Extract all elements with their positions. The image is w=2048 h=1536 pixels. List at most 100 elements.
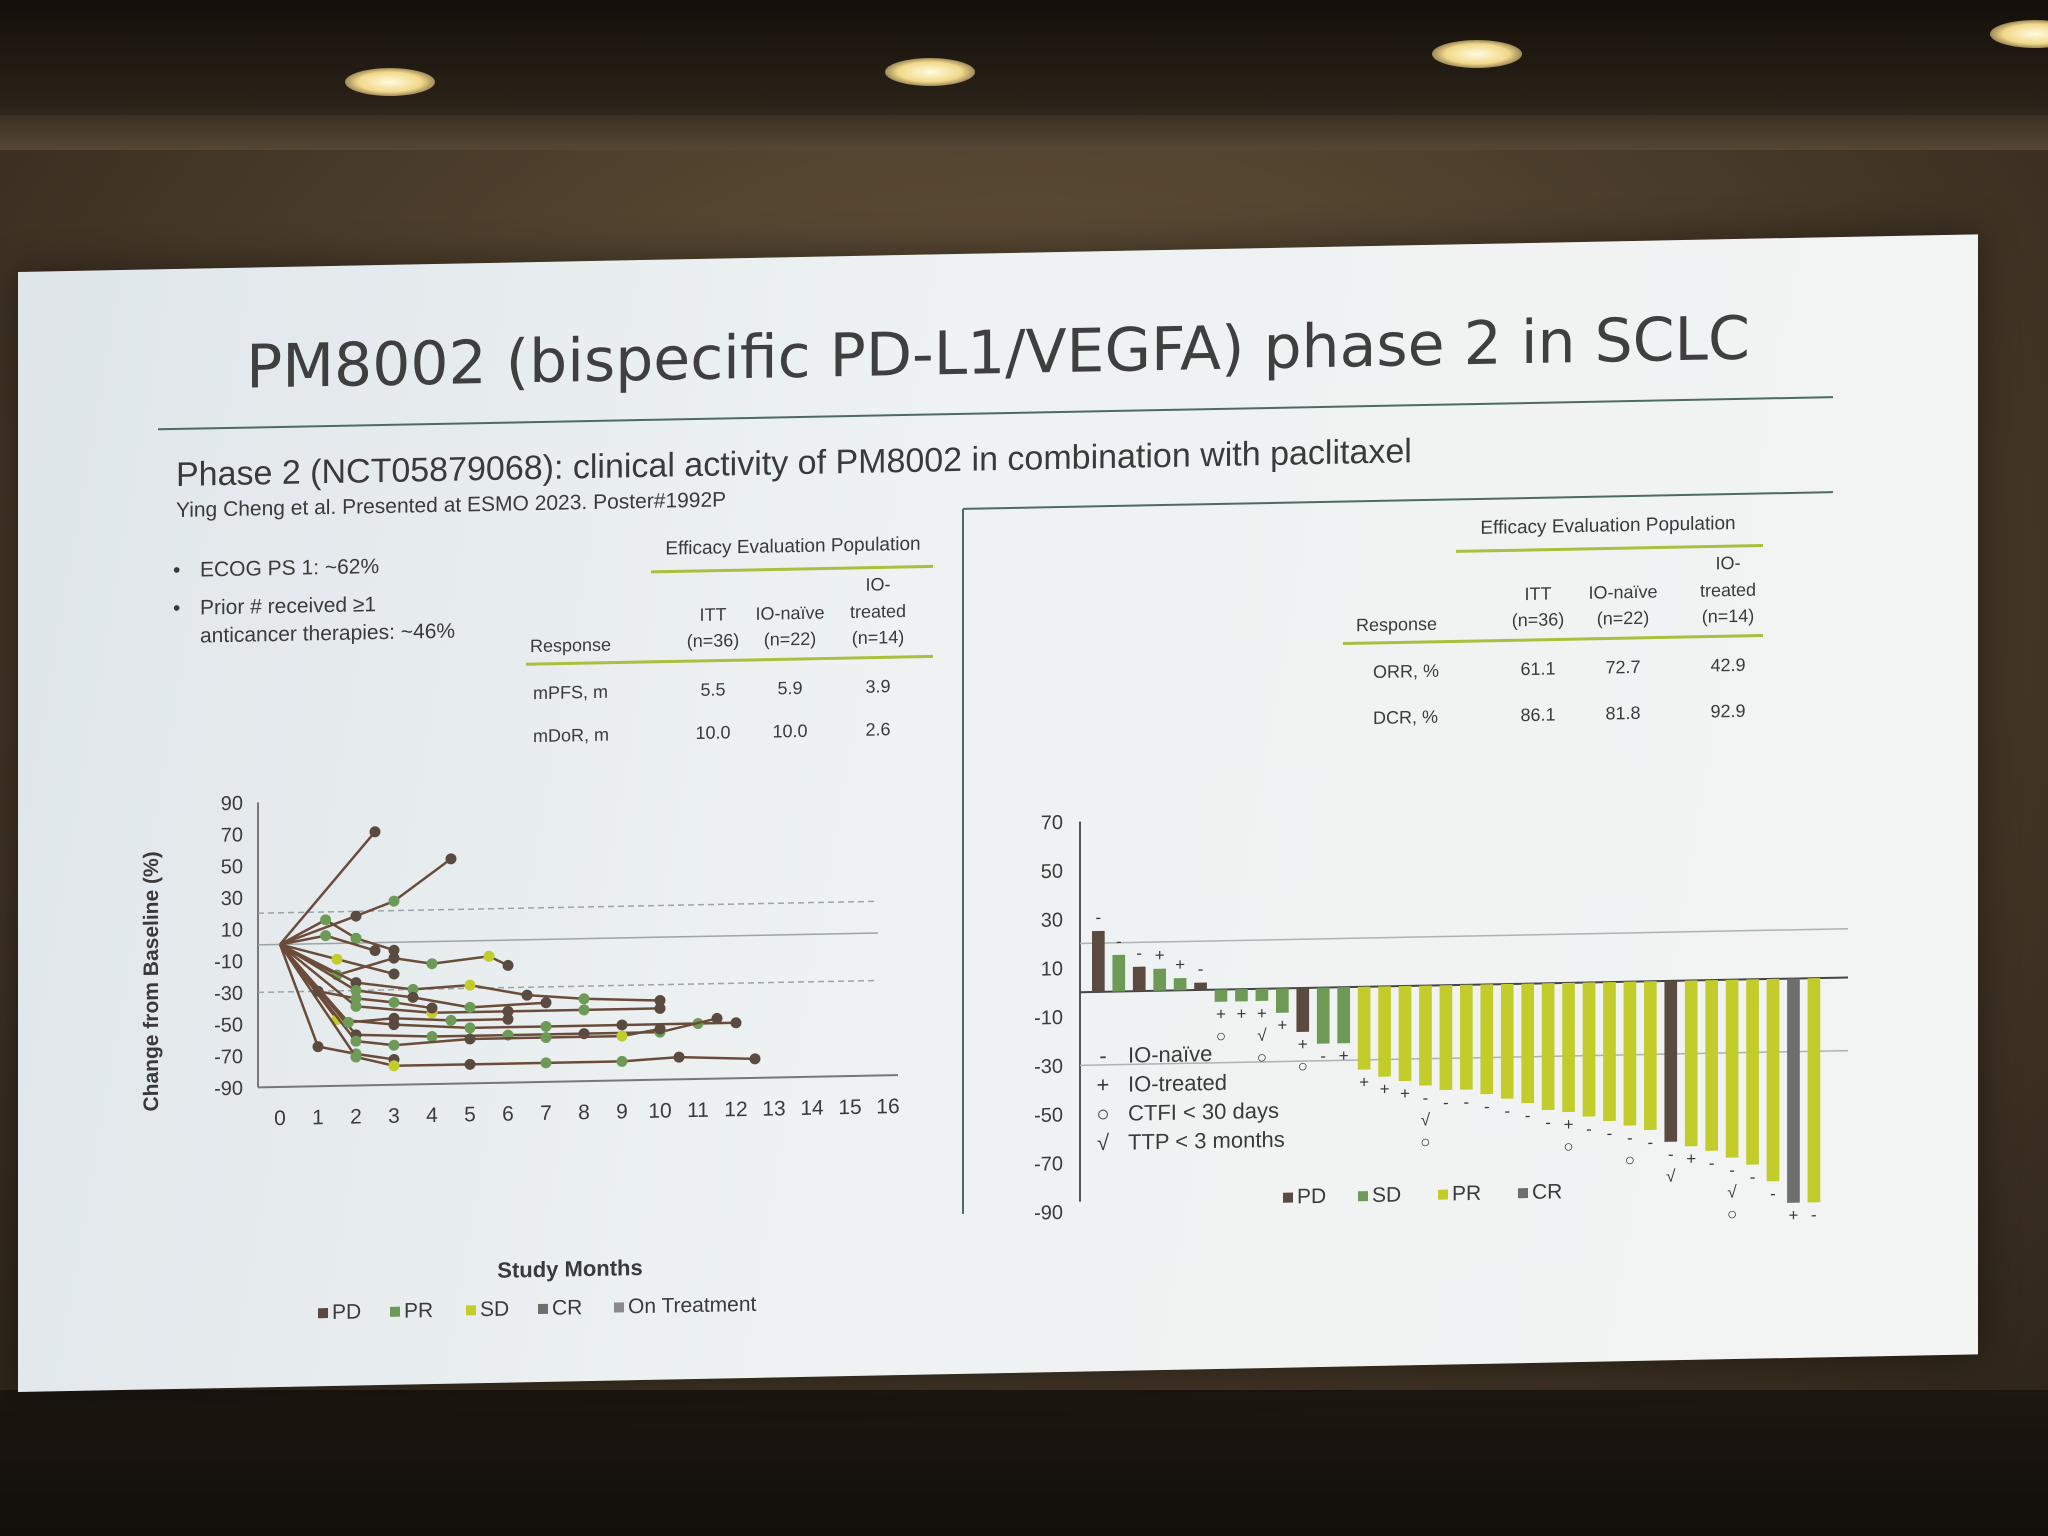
table-group-rule (1456, 543, 1763, 553)
spider-point (407, 991, 419, 1003)
spider-point (350, 932, 362, 944)
spider-point (350, 1000, 362, 1012)
waterfall-legend-label: SD (1372, 1183, 1401, 1207)
annotation-key-symbol: + (1097, 1072, 1110, 1097)
waterfall-bar-mark: √ (1727, 1183, 1737, 1202)
waterfall-bar (1235, 989, 1248, 1002)
waterfall-bar (1357, 986, 1371, 1070)
spider-legend-label: PR (404, 1299, 433, 1323)
waterfall-legend: PD SD PR CR (1283, 1180, 1562, 1208)
ceiling-beam (0, 115, 2048, 155)
waterfall-bar (1214, 989, 1228, 1002)
spider-point (540, 997, 552, 1009)
waterfall-bar-mark: - (1607, 1124, 1613, 1143)
col-header-io-naive-n: (n=22) (1597, 608, 1650, 629)
waterfall-bar (1419, 985, 1432, 1086)
annotation-key-symbol: √ (1097, 1130, 1110, 1155)
waterfall-bar-mark: - (1464, 1093, 1470, 1112)
col-header-io-treated-2: treated (1700, 580, 1756, 601)
table-group-header: Efficacy Evaluation Population (1480, 513, 1735, 539)
spider-point (388, 1060, 400, 1072)
waterfall-bar (1725, 979, 1739, 1158)
spider-series-line (279, 918, 395, 952)
spider-x-tick-label: 16 (876, 1095, 899, 1118)
waterfall-bar-mark: + (1277, 1016, 1287, 1035)
waterfall-bar-mark: + (1298, 1035, 1308, 1054)
waterfall-bar (1500, 983, 1514, 1099)
waterfall-bar-mark: √ (1257, 1026, 1267, 1045)
waterfall-bar (1807, 978, 1821, 1203)
waterfall-bar (1378, 986, 1391, 1077)
bullet-dot: • (173, 559, 180, 582)
bullet-ecog: ECOG PS 1: ~62% (200, 555, 379, 581)
waterfall-bar-mark: + (1175, 955, 1185, 974)
waterfall-bar-mark: - (1096, 908, 1102, 927)
waterfall-bar-mark: + (1155, 946, 1165, 965)
spider-point (426, 1031, 438, 1043)
spider-point (320, 930, 332, 942)
spider-x-tick-label: 13 (762, 1097, 785, 1120)
spider-y-tick-label: 50 (221, 856, 243, 878)
waterfall-legend-swatch (1438, 1189, 1448, 1200)
waterfall-bar (1623, 981, 1637, 1126)
col-header-io-naive: IO-naïve (755, 603, 824, 624)
annotation-key: - IO-naïve+ IO-treated○ CTFI < 30 days√ TTP … (1096, 1041, 1284, 1155)
spider-point (464, 1001, 476, 1013)
bullet-prior-line2: anticancer therapies: ~46% (200, 620, 455, 648)
slide: PM8002 (bispecific PD-L1/VEGFA) phase 2 … (140, 304, 1848, 1324)
spider-point (350, 1051, 362, 1063)
ceiling-light (1432, 40, 1522, 68)
spider-x-tick-label: 3 (388, 1105, 400, 1128)
spider-series-line (279, 857, 452, 946)
waterfall-bar-mark: ○ (1420, 1132, 1430, 1151)
ceiling-light (345, 68, 435, 96)
ceiling-light (885, 58, 975, 86)
waterfall-bar-mark: - (1504, 1102, 1510, 1121)
waterfall-y-tick-label: -70 (1034, 1153, 1063, 1176)
spider-point (540, 1020, 552, 1032)
spider-y-tick-label: -90 (214, 1078, 243, 1101)
spider-point (350, 992, 362, 1004)
title-rule (158, 396, 1833, 431)
waterfall-reference-line (1080, 927, 1848, 945)
col-header-io-treated-2: treated (850, 601, 906, 622)
waterfall-bar-mark: ○ (1257, 1048, 1267, 1067)
waterfall-bar (1746, 979, 1759, 1165)
spider-x-tick-label: 15 (838, 1096, 861, 1119)
spider-y-tick-label: -50 (214, 1014, 243, 1037)
spider-point (730, 1017, 742, 1029)
waterfall-legend-swatch (1283, 1192, 1293, 1203)
waterfall-bar (1276, 988, 1289, 1013)
spider-x-tick-label: 1 (312, 1106, 324, 1129)
spider-point (445, 853, 457, 865)
spider-point (502, 959, 514, 971)
spider-legend-label: PD (332, 1300, 361, 1324)
spider-x-tick-label: 11 (687, 1099, 709, 1122)
spider-point (445, 1014, 457, 1026)
col-header-io-naive-n: (n=22) (764, 629, 817, 650)
spider-y-tick-label: 30 (221, 888, 243, 910)
waterfall-bar-mark: - (1811, 1205, 1817, 1224)
col-header-io-treated-n: (n=14) (852, 627, 905, 648)
spider-point (350, 985, 362, 997)
spider-point (654, 995, 666, 1007)
spider-point (312, 1041, 324, 1053)
waterfall-bar-mark: + (1359, 1073, 1369, 1092)
spider-plot: Change from Baseline (%) Study Months PD… (140, 793, 900, 1324)
waterfall-y-tick-label: -10 (1034, 1007, 1063, 1030)
spider-legend-swatch (390, 1306, 400, 1317)
waterfall-bar (1582, 982, 1596, 1117)
bullet-dot: • (173, 597, 180, 620)
spider-legend-label: CR (552, 1296, 582, 1320)
spider-x-tick-label: 9 (616, 1100, 628, 1123)
col-header-response: Response (1356, 614, 1437, 636)
waterfall-bar (1603, 981, 1616, 1122)
waterfall-bar (1766, 978, 1780, 1182)
waterfall-bar-mark: - (1627, 1128, 1633, 1147)
spider-point (342, 1016, 354, 1028)
spider-point (616, 1019, 628, 1031)
spider-point (540, 1032, 552, 1044)
spider-point (426, 1002, 438, 1014)
waterfall-bar-mark: - (1750, 1168, 1756, 1187)
spider-point (749, 1053, 761, 1065)
